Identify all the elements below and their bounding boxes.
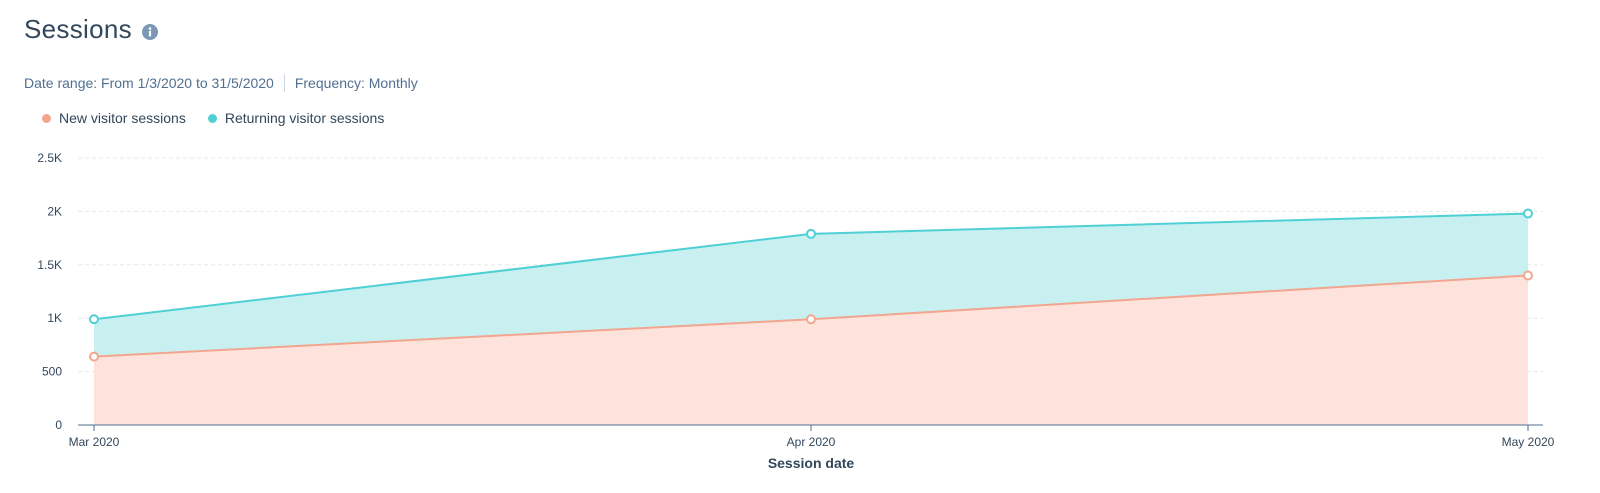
x-tick-label: Apr 2020: [787, 435, 836, 449]
new-point: [806, 314, 816, 325]
y-tick-label: 500: [42, 365, 62, 379]
x-tick-label: May 2020: [1502, 435, 1555, 449]
date-range-label: Date range: From 1/3/2020 to 31/5/2020: [24, 75, 274, 91]
y-tick-label: 2.5K: [37, 151, 62, 165]
new-area: [94, 275, 1528, 425]
legend-dot-returning: [207, 113, 217, 123]
page-title: Sessions: [24, 14, 132, 44]
x-axis-title: Session date: [768, 455, 855, 471]
y-tick-label: 0: [55, 418, 62, 432]
axis-layer: 0 500 1K 1.5K 2K 2.5K Mar 2020 Apr 2020 May 2020: [37, 151, 1554, 449]
chart-header: Sessions: [24, 14, 158, 45]
legend-item-new[interactable]: New visitor sessions: [42, 110, 186, 126]
returning-point: [89, 314, 99, 325]
legend-label-new: New visitor sessions: [59, 110, 186, 126]
info-icon[interactable]: [141, 23, 158, 40]
meta-divider: [283, 74, 285, 92]
y-tick-label: 1.5K: [37, 258, 62, 272]
x-tick-label: Mar 2020: [69, 435, 120, 449]
y-tick-label: 1K: [47, 311, 62, 325]
returning-area: [94, 213, 1528, 357]
new-point: [1523, 270, 1533, 281]
new-point: [89, 351, 99, 362]
returning-point: [806, 228, 816, 239]
report-meta: Date range: From 1/3/2020 to 31/5/2020 F…: [24, 74, 418, 92]
legend-label-returning: Returning visitor sessions: [224, 110, 385, 126]
frequency-label: Frequency: Monthly: [294, 75, 418, 91]
point-layer: [89, 208, 1533, 362]
legend-dot-new: [42, 113, 51, 123]
chart-legend: New visitor sessions Returning visitor s…: [42, 110, 406, 126]
y-tick-label: 2K: [47, 204, 62, 218]
returning-point: [1523, 208, 1533, 219]
legend-item-returning[interactable]: Returning visitor sessions: [207, 110, 385, 126]
